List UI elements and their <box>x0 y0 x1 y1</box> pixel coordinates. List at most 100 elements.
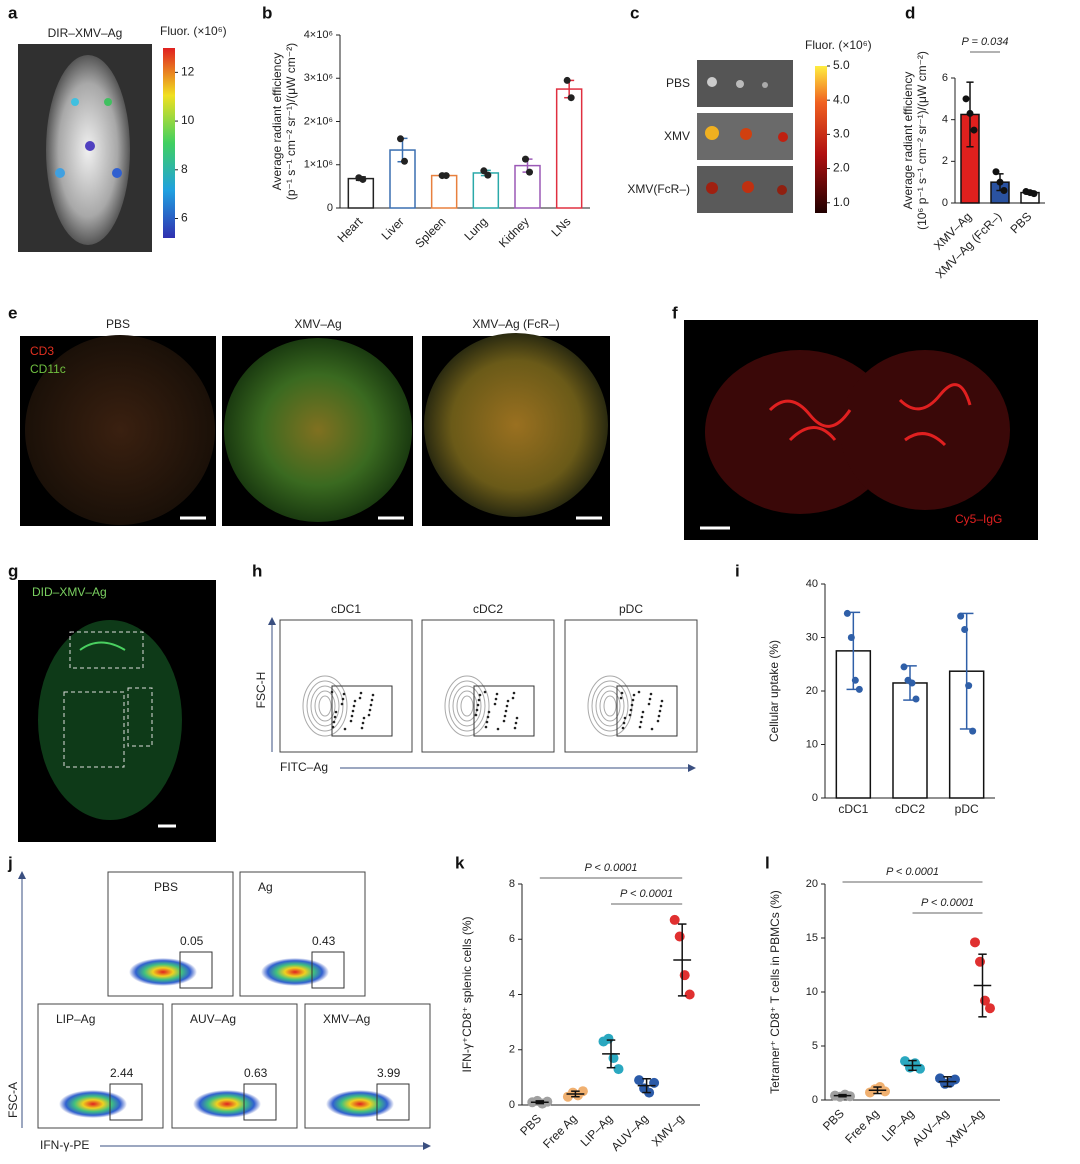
y-tick-label: 20 <box>806 878 818 890</box>
x-tick-label: PBS <box>517 1111 544 1138</box>
data-point <box>985 1003 995 1014</box>
contour <box>310 685 340 727</box>
event <box>485 720 489 724</box>
y-axis-label: Average radiant efficiency <box>270 53 284 191</box>
data-point <box>880 1086 890 1097</box>
y-tick-label: 10 <box>806 738 818 750</box>
data-point <box>970 126 978 134</box>
colorbar-tick-label: 5.0 <box>833 58 850 72</box>
event <box>647 702 651 706</box>
data-point <box>613 1064 624 1075</box>
y-axis-label: (10⁶ p⁻¹ s⁻¹ cm⁻² sr⁻¹)/(μW cm⁻²) <box>915 51 929 230</box>
event <box>493 702 497 706</box>
signal-spot <box>104 98 112 106</box>
axis-label: FSC-A <box>6 1082 20 1118</box>
data-point <box>397 135 404 143</box>
event <box>622 721 626 725</box>
data-point <box>669 914 680 925</box>
y-tick-label: 4 <box>509 988 515 1000</box>
event <box>474 713 478 717</box>
y-tick-label: 15 <box>806 932 818 944</box>
event <box>359 691 363 695</box>
y-tick-label: 2×10⁶ <box>304 115 333 127</box>
contour <box>306 680 344 732</box>
data-point <box>1030 190 1038 198</box>
gate <box>473 685 535 737</box>
contour <box>456 690 478 722</box>
event <box>331 725 335 729</box>
x-tick-label: Free Ag <box>842 1106 882 1146</box>
event <box>369 703 373 707</box>
event <box>343 727 347 731</box>
data-point <box>634 1075 645 1086</box>
data-point <box>567 94 575 102</box>
stain-label: Cy5–IgG <box>955 512 1002 526</box>
event <box>631 698 635 702</box>
event <box>358 696 362 700</box>
colorbar-tick-label: 2.0 <box>833 161 850 175</box>
event <box>649 692 653 696</box>
plot-title: Ag <box>258 880 273 894</box>
event <box>512 691 516 695</box>
panel-label: i <box>735 561 740 580</box>
colorbar-tick-label: 12 <box>181 65 195 79</box>
event <box>477 698 481 702</box>
error-bar <box>943 1076 952 1088</box>
colorbar <box>163 48 175 238</box>
contour <box>599 690 621 722</box>
y-axis-label: Cellular uptake (%) <box>767 640 781 742</box>
y-tick-label: 0 <box>812 792 818 804</box>
contour <box>460 695 474 717</box>
y-tick-label: 30 <box>806 631 818 643</box>
x-tick-label: Liver <box>379 214 407 242</box>
y-tick-label: 6 <box>942 72 948 84</box>
node-spot <box>762 82 768 88</box>
x-tick-label: Lung <box>461 214 490 243</box>
contour <box>302 675 348 737</box>
x-tick-label: PBS <box>1007 209 1034 236</box>
row-label: PBS <box>666 76 690 90</box>
event <box>478 693 482 697</box>
panel-label: g <box>8 561 18 580</box>
error-bar <box>535 1100 545 1105</box>
image-title: DIR–XMV–Ag <box>48 26 123 40</box>
plot-title: cDC2 <box>473 602 503 616</box>
roi <box>63 691 125 768</box>
gate <box>179 951 213 989</box>
y-tick-label: 0 <box>509 1099 515 1111</box>
event <box>641 710 645 714</box>
y-tick-label: 2 <box>942 155 948 167</box>
event <box>362 716 366 720</box>
data-point <box>674 931 685 942</box>
gate-value: 3.99 <box>377 1066 401 1080</box>
colorbar-tick-label: 1.0 <box>833 195 850 209</box>
event <box>351 709 355 713</box>
annotation: P < 0.0001 <box>620 888 673 900</box>
plot-title: XMV–Ag <box>323 1012 370 1026</box>
event <box>621 726 625 730</box>
event-density <box>129 958 197 986</box>
lymph-node <box>224 338 412 522</box>
y-tick-label: 3×10⁶ <box>304 72 333 84</box>
node-spot <box>742 181 754 193</box>
event <box>341 697 345 701</box>
axis-label: FITC–Ag <box>280 760 328 774</box>
contour <box>603 695 617 717</box>
event <box>496 727 500 731</box>
annotation: P < 0.0001 <box>921 897 974 909</box>
y-axis-label: Average radiant efficiency <box>901 72 915 210</box>
panel-label: j <box>7 853 13 872</box>
colorbar-tick-label: 3.0 <box>833 127 850 141</box>
event <box>630 703 634 707</box>
gate <box>331 685 393 737</box>
event <box>483 690 487 694</box>
gate <box>376 1083 410 1121</box>
event <box>659 704 663 708</box>
event <box>350 714 354 718</box>
event <box>349 719 353 723</box>
plot-title: AUV–Ag <box>190 1012 236 1026</box>
gate <box>616 685 678 737</box>
data-point <box>966 109 974 117</box>
image-title: XMV–Ag <box>294 317 341 331</box>
gate <box>109 1083 143 1121</box>
